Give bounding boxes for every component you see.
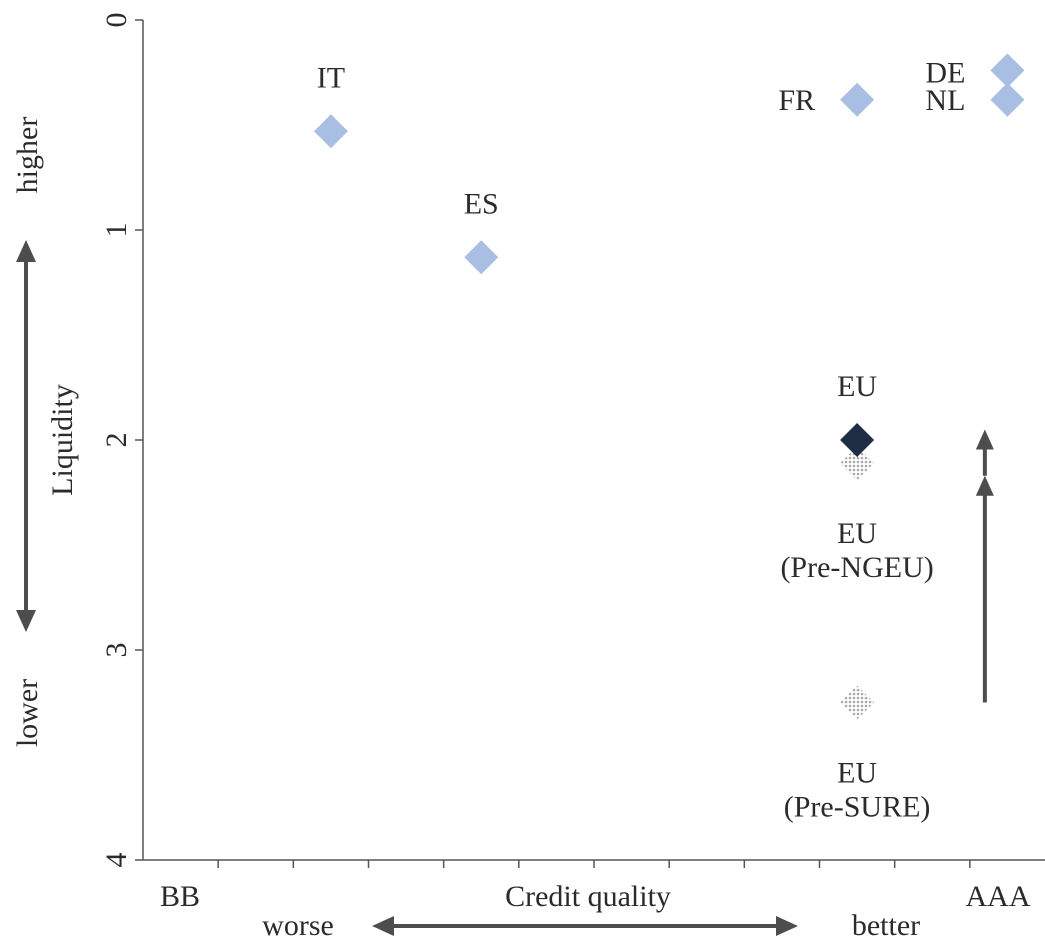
x-direction-arrowhead-left (372, 916, 394, 936)
x-axis-label: Credit quality (505, 880, 671, 913)
point-nl (990, 82, 1025, 117)
x-axis-ticks (217, 860, 971, 868)
y-tick-label: 2 (100, 433, 133, 448)
point-de (990, 53, 1025, 88)
y-tick-label: 0 (100, 13, 133, 28)
x-direction-label-better: better (852, 909, 920, 942)
point-eu-pre-ngeu (840, 446, 875, 481)
point-it (313, 114, 348, 149)
point-label-it: IT (317, 61, 345, 94)
data-points (313, 53, 1025, 720)
point-label-eu-pre-ngeu: (Pre-NGEU) (780, 551, 933, 584)
point-eu-pre-sure (840, 685, 875, 720)
y-tick-label: 3 (100, 643, 133, 658)
point-es (464, 240, 499, 275)
annotation-arrowhead (975, 429, 994, 450)
point-label-de: DE (925, 56, 965, 89)
y-axis-label: Liquidity (46, 384, 79, 496)
x-end-label-left: BB (160, 880, 200, 913)
point-label-fr: FR (778, 84, 815, 117)
point-label-eu-pre-ngeu: EU (837, 517, 877, 550)
x-direction-label-worse: worse (262, 909, 334, 942)
y-axis-ticks: 0 1 2 3 4 (100, 13, 143, 868)
point-label-eu-pre-sure: EU (837, 757, 877, 790)
point-label-nl: NL (925, 84, 965, 117)
point-fr (840, 82, 875, 117)
annotation-arrowhead (975, 475, 994, 496)
x-direction-double-arrow (372, 916, 798, 936)
x-direction-arrowhead-right (776, 916, 798, 936)
point-label-es: ES (464, 187, 499, 220)
point-label-eu: EU (837, 370, 877, 403)
y-direction-label-higher: higher (11, 117, 44, 194)
x-end-label-right: AAA (966, 880, 1031, 913)
y-tick-label: 4 (100, 853, 133, 868)
y-direction-arrowhead-up (16, 240, 36, 262)
point-label-eu-pre-sure: (Pre-SURE) (784, 791, 931, 824)
y-tick-label: 1 (100, 223, 133, 238)
annotation-arrows (975, 429, 994, 703)
point-eu (840, 423, 875, 457)
y-direction-double-arrow (16, 240, 36, 632)
y-direction-arrowhead-down (16, 610, 36, 632)
y-direction-label-lower: lower (11, 679, 44, 747)
